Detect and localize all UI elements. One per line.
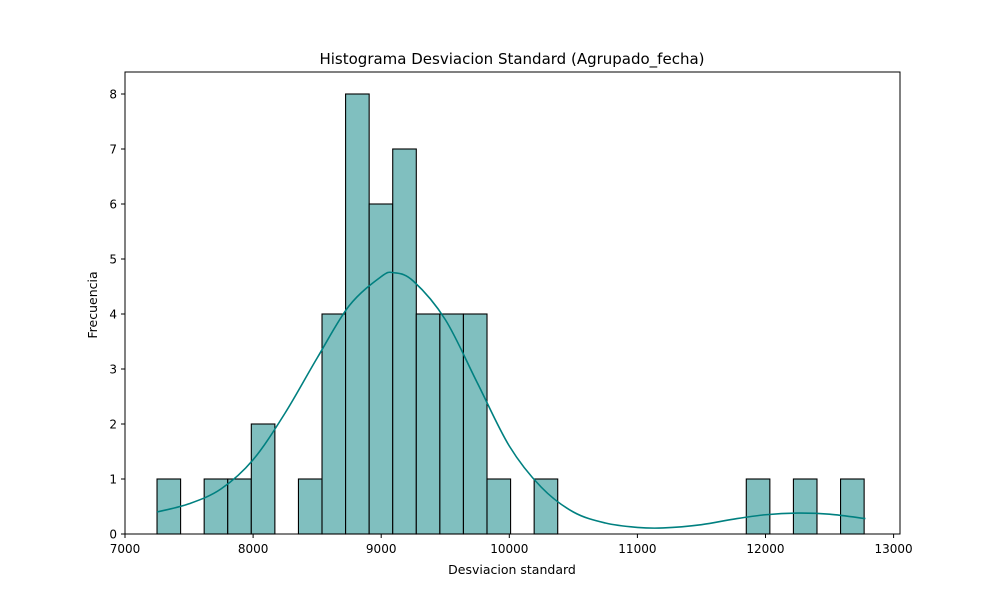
- x-tick-label: 7000: [110, 542, 141, 556]
- y-tick-label: 3: [109, 363, 117, 377]
- x-axis: 7000 8000 9000 10000 11000 12000 13000: [110, 534, 913, 556]
- histogram-bar: [321, 313, 347, 535]
- histogram-bar: [345, 93, 370, 535]
- x-tick-label: 11000: [618, 542, 656, 556]
- y-tick-label: 2: [109, 418, 117, 432]
- y-tick-label: 5: [109, 253, 117, 267]
- y-tick-label: 8: [109, 88, 117, 102]
- histogram-bar: [462, 313, 488, 535]
- y-tick-label: 4: [109, 308, 117, 322]
- x-tick-label: 8000: [238, 542, 269, 556]
- histogram-bar: [227, 478, 252, 535]
- x-tick-label: 13000: [875, 542, 913, 556]
- y-axis-label: Frecuencia: [85, 271, 100, 338]
- histogram-bar: [250, 423, 276, 535]
- histogram-bar: [533, 478, 559, 535]
- plot-area: [124, 71, 901, 535]
- kde-line: [156, 271, 866, 529]
- chart-title: Histograma Desviacion Standard (Agrupado…: [319, 50, 704, 69]
- histogram-bar: [840, 478, 865, 535]
- histogram-bar: [486, 478, 512, 535]
- y-tick-label: 6: [109, 198, 117, 212]
- x-tick-label: 10000: [490, 542, 528, 556]
- x-tick-label: 9000: [366, 542, 397, 556]
- histogram-bar: [368, 203, 394, 535]
- y-tick-label: 0: [109, 528, 117, 542]
- histogram-bar: [745, 478, 771, 535]
- histogram-bar: [415, 313, 441, 535]
- y-tick-label: 1: [109, 473, 117, 487]
- histogram-bar: [792, 478, 818, 535]
- histogram-bar: [392, 148, 417, 535]
- y-axis: 0 1 2 3 4 5 6 7 8: [109, 88, 125, 542]
- histogram-bar: [297, 478, 323, 535]
- x-axis-label: Desviacion standard: [448, 562, 576, 577]
- y-tick-label: 7: [109, 143, 117, 157]
- x-tick-label: 12000: [746, 542, 784, 556]
- plot-frame: [124, 71, 901, 535]
